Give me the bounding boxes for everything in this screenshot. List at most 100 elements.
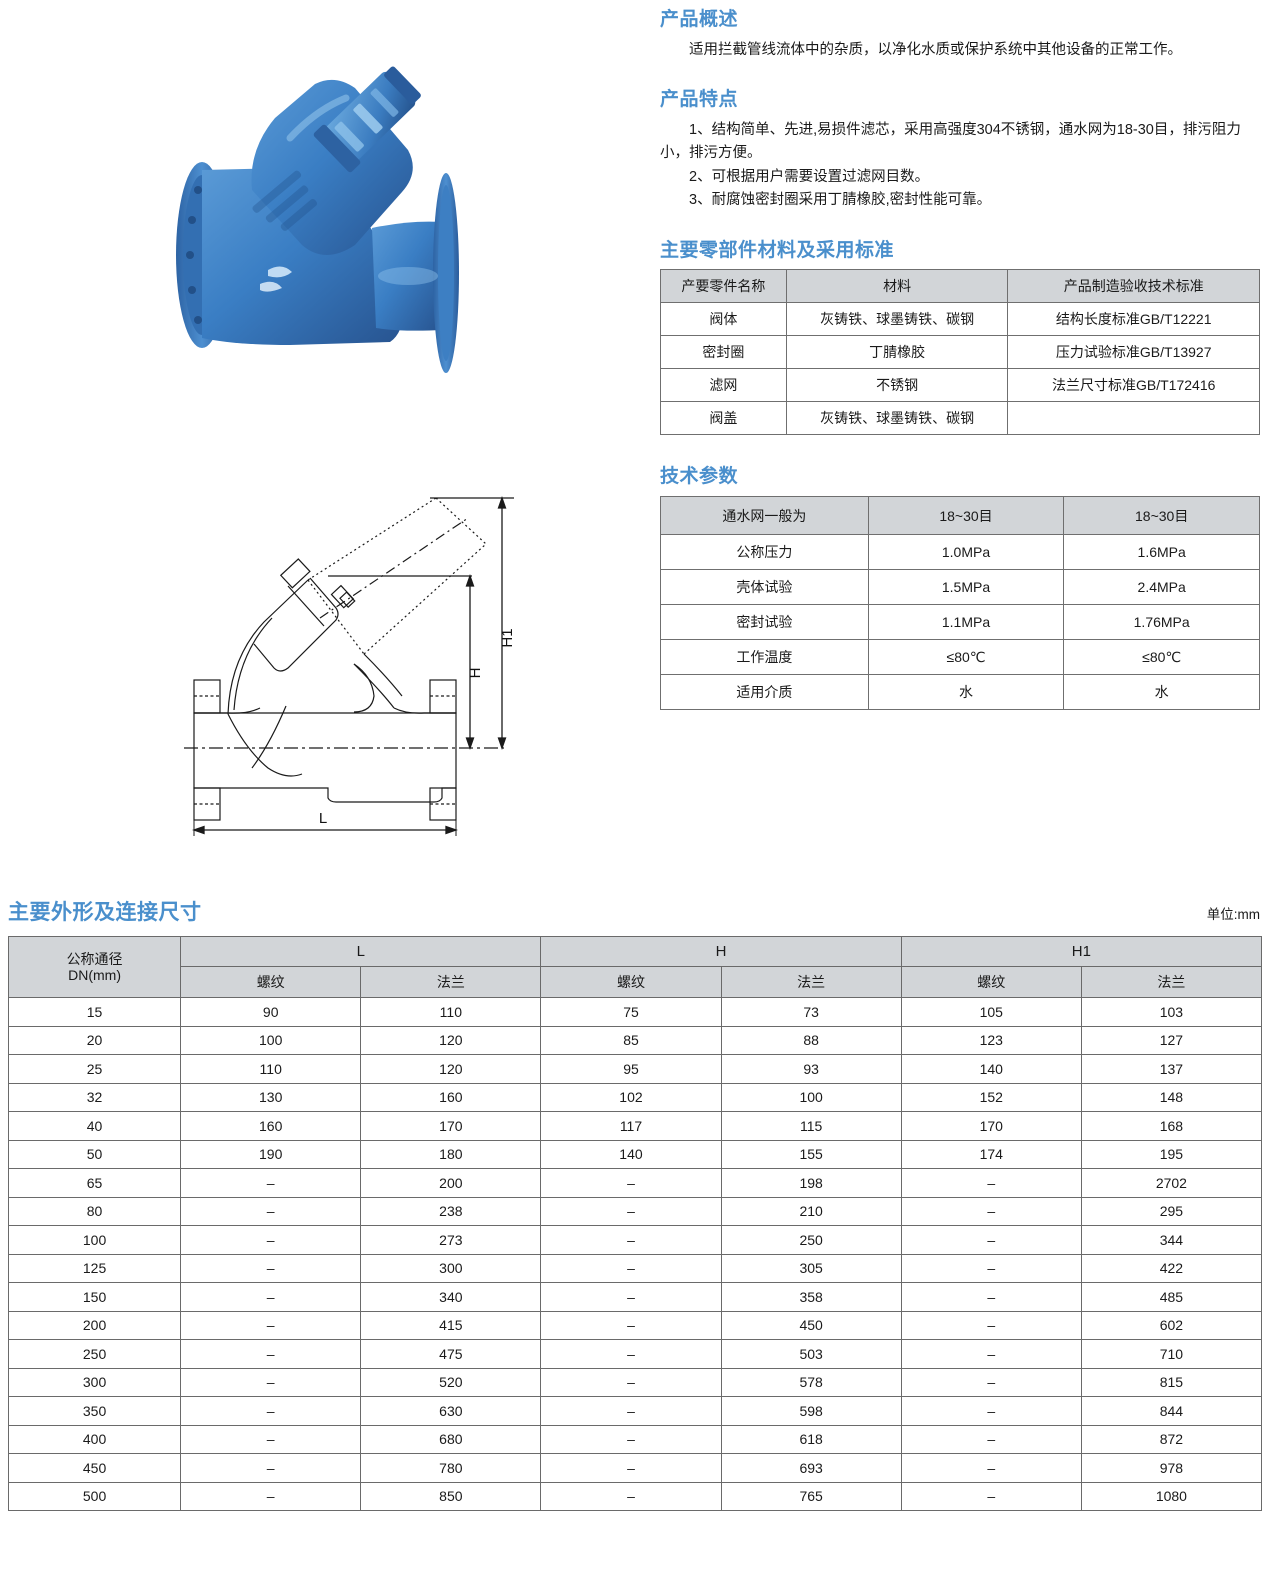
dimensions-cell-l-flange: 780 [360, 1453, 542, 1483]
dimensions-cell-dn: 150 [7, 1282, 182, 1312]
dimensions-cell-h-flange: 578 [720, 1367, 902, 1397]
dimensions-sub-h1-thread: 螺纹 [900, 966, 1082, 998]
materials-cell: 丁腈橡胶 [785, 335, 1009, 370]
tech-col-mesh-a: 18~30目 [867, 496, 1065, 536]
tech-cell: 密封试验 [660, 604, 869, 641]
dimensions-cell-h1-thread: – [900, 1196, 1082, 1226]
dimensions-cell-l-thread: 160 [180, 1111, 362, 1141]
dimensions-cell-h-thread: 102 [540, 1082, 722, 1112]
dimensions-cell-l-flange: 300 [360, 1253, 542, 1283]
dimensions-cell-l-flange: 850 [360, 1481, 542, 1511]
dimensions-cell-l-flange: 520 [360, 1367, 542, 1397]
product-features-heading: 产品特点 [660, 89, 739, 111]
materials-cell: 灰铸铁、球墨铸铁、碳钢 [785, 401, 1009, 436]
dimensions-cell-h-flange: 93 [720, 1054, 902, 1084]
tech-cell: 1.1MPa [867, 604, 1065, 641]
dimensions-cell-h-thread: 140 [540, 1139, 722, 1169]
dimensions-heading: 主要外形及连接尺寸 [8, 901, 202, 924]
dimensions-cell-h1-flange: 1080 [1080, 1481, 1263, 1511]
dimensions-cell-h-thread: – [540, 1367, 722, 1397]
materials-cell: 不锈钢 [785, 368, 1009, 403]
drawing-label-l: L [319, 810, 327, 827]
dimensions-cell-l-thread: – [180, 1453, 362, 1483]
table-row: 40 160 170 117 115 170 168 [7, 1111, 1263, 1141]
dimensions-sub-l-thread: 螺纹 [180, 966, 362, 998]
dimensions-cell-l-thread: – [180, 1282, 362, 1312]
product-overview-block: 产品概述 适用拦截管线流体中的杂质，以净化水质或保护系统中其他设备的正常工作。 [660, 8, 1260, 62]
dimensions-sub-h-flange: 法兰 [720, 966, 902, 998]
table-row: 密封圈 丁腈橡胶 压力试验标准GB/T13927 [660, 335, 1260, 370]
dimensions-cell-h1-flange: 2702 [1080, 1168, 1263, 1198]
dimensions-cell-l-flange: 415 [360, 1310, 542, 1340]
table-row: 适用介质 水 水 [660, 674, 1260, 711]
dimensions-cell-h1-flange: 485 [1080, 1282, 1263, 1312]
dimensions-cell-h1-thread: – [900, 1282, 1082, 1312]
dimensions-cell-h-thread: – [540, 1481, 722, 1511]
table-row: 65–200–198–2702 [7, 1168, 1263, 1198]
dimensions-cell-h1-thread: 140 [900, 1054, 1082, 1084]
dimensions-cell-h-flange: 250 [720, 1225, 902, 1255]
dimensions-cell-h-thread: – [540, 1310, 722, 1340]
drawing-label-h: H [467, 668, 484, 679]
dimensions-cell-dn: 200 [7, 1310, 182, 1340]
materials-col-part: 产要零件名称 [660, 269, 787, 304]
top-region: H1 H L 产品概述 适用拦截管线流体中的杂质，以净化水质或保护系统中其他设备… [176, 8, 1260, 836]
table-row: 500–850–765–1080 [7, 1481, 1263, 1511]
dimensions-cell-h1-thread: – [900, 1310, 1082, 1340]
table-row: 450–780–693–978 [7, 1453, 1263, 1483]
table-row: 200–415–450–602 [7, 1310, 1263, 1340]
dimensions-cell-h-flange: 305 [720, 1253, 902, 1283]
tech-cell: 水 [1063, 674, 1260, 711]
materials-cell: 密封圈 [660, 335, 787, 370]
dimensions-cell-h-thread: – [540, 1168, 722, 1198]
materials-col-standard: 产品制造验收技术标准 [1007, 269, 1260, 304]
dimensions-cell-h1-thread: 105 [900, 997, 1082, 1027]
dimensions-cell-h-flange: 765 [720, 1481, 902, 1511]
dimensions-cell-l-flange: 170 [360, 1111, 542, 1141]
drawing-label-h1: H1 [499, 628, 516, 647]
dimensions-cell-l-flange: 630 [360, 1396, 542, 1426]
tech-col-mesh-label: 通水网一般为 [660, 496, 869, 536]
dimensions-cell-l-flange: 120 [360, 1054, 542, 1084]
dimensions-cell-h1-thread: – [900, 1367, 1082, 1397]
dimensions-cell-dn: 20 [7, 1025, 182, 1055]
materials-cell: 灰铸铁、球墨铸铁、碳钢 [785, 302, 1009, 337]
dimensions-cell-l-flange: 238 [360, 1196, 542, 1226]
tech-col-mesh-b: 18~30目 [1063, 496, 1260, 536]
dimensions-cell-h-thread: – [540, 1396, 722, 1426]
materials-cell [1007, 401, 1260, 436]
dimensions-cell-h-flange: 598 [720, 1396, 902, 1426]
dimensions-cell-h1-thread: 170 [900, 1111, 1082, 1141]
dimensions-cell-h1-thread: – [900, 1225, 1082, 1255]
dimensions-cell-h-flange: 73 [720, 997, 902, 1027]
feature-item-2: 2、可根据用户需要设置过滤网目数。 [689, 168, 930, 185]
tech-cell: 1.76MPa [1063, 604, 1260, 641]
dimensions-cell-h-thread: – [540, 1453, 722, 1483]
dimensions-cell-l-thread: 190 [180, 1139, 362, 1169]
dimensions-cell-l-flange: 120 [360, 1025, 542, 1055]
dimensions-cell-l-flange: 180 [360, 1139, 542, 1169]
dimensions-cell-h-thread: – [540, 1424, 722, 1454]
dimensions-cell-l-flange: 160 [360, 1082, 542, 1112]
dimensions-cell-dn: 400 [7, 1424, 182, 1454]
table-header-row-subs: 螺纹 法兰 螺纹 法兰 螺纹 法兰 [9, 966, 1263, 998]
dimensions-cell-h1-flange: 195 [1080, 1139, 1263, 1169]
dimensions-cell-l-thread: – [180, 1367, 362, 1397]
dimensions-cell-l-thread: – [180, 1424, 362, 1454]
tech-cell: 1.6MPa [1063, 534, 1260, 571]
materials-cell: 滤网 [660, 368, 787, 403]
product-overview-heading: 产品概述 [660, 9, 739, 30]
dimensions-cell-l-thread: 110 [180, 1054, 362, 1084]
table-row: 250–475–503–710 [7, 1339, 1263, 1369]
table-header-row: 产要零件名称 材料 产品制造验收技术标准 [660, 269, 1260, 304]
table-row: 125–300–305–422 [7, 1253, 1263, 1283]
dimensions-group-h: H [540, 936, 902, 967]
dimensions-cell-h-thread: – [540, 1339, 722, 1369]
table-row: 公称压力 1.0MPa 1.6MPa [660, 534, 1260, 571]
dimensions-cell-h1-thread: – [900, 1481, 1082, 1511]
materials-table: 产要零件名称 材料 产品制造验收技术标准 阀体 灰铸铁、球墨铸铁、碳钢 结构长度… [660, 269, 1260, 436]
dimensions-cell-h-flange: 210 [720, 1196, 902, 1226]
dimensions-cell-h-flange: 693 [720, 1453, 902, 1483]
materials-cell: 法兰尺寸标准GB/T172416 [1007, 368, 1260, 403]
product-overview-text: 适用拦截管线流体中的杂质，以净化水质或保护系统中其他设备的正常工作。 [689, 41, 1182, 58]
